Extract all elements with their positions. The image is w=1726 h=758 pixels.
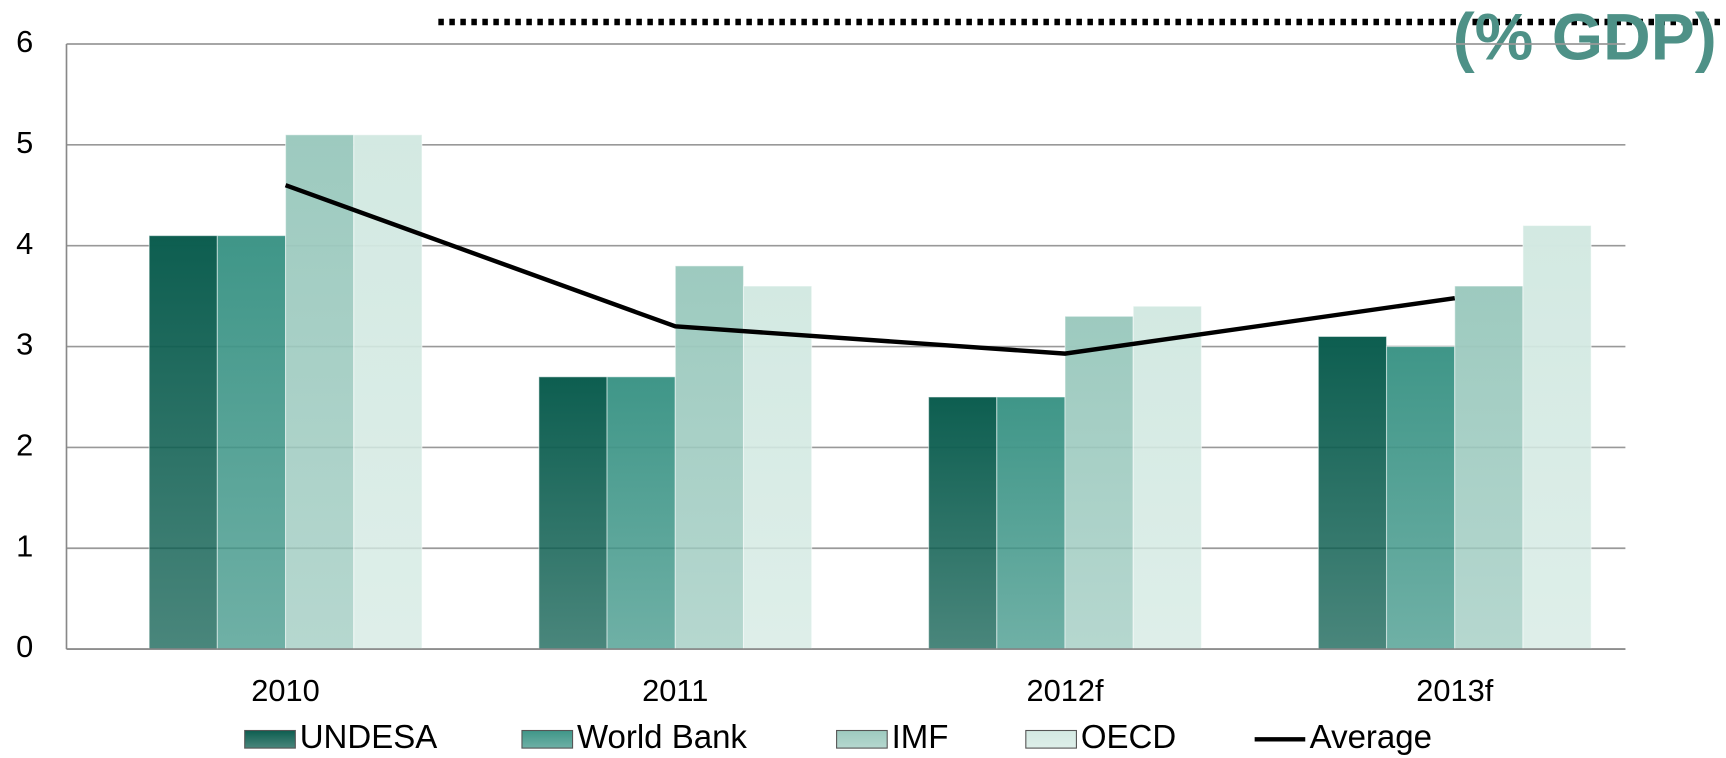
x-tick-label: 2010 <box>251 673 320 708</box>
bar <box>1385 345 1456 650</box>
bar <box>1522 224 1592 650</box>
x-tick-label: 2013f <box>1416 673 1494 708</box>
y-tick-label: 1 <box>16 528 33 563</box>
legend-label: World Bank <box>577 718 747 755</box>
legend-swatch <box>244 729 296 749</box>
bar <box>606 376 676 650</box>
bar <box>928 396 998 650</box>
bar <box>285 134 355 650</box>
x-tick-label: 2011 <box>642 673 708 708</box>
legend-swatch <box>836 729 888 749</box>
bar <box>1132 305 1202 650</box>
bar <box>538 376 608 650</box>
bar <box>1317 335 1388 650</box>
y-tick-label: 0 <box>16 629 33 664</box>
legend-label: UNDESA <box>300 718 438 755</box>
legend-swatch <box>521 729 574 749</box>
legend-label: OECD <box>1081 718 1176 755</box>
average-line <box>284 183 1456 356</box>
bar <box>996 396 1066 650</box>
y-tick-label: 6 <box>16 24 33 59</box>
bar <box>216 235 287 650</box>
bar <box>742 285 813 650</box>
bar <box>148 235 218 650</box>
chart-title: (% GDP) <box>1453 0 1717 73</box>
legend-swatch <box>1025 729 1077 749</box>
y-tick-label: 2 <box>16 428 33 463</box>
x-tick-label: 2012f <box>1026 673 1104 708</box>
legend-label: Average <box>1310 718 1432 755</box>
y-tick-label: 3 <box>16 327 33 362</box>
bar <box>674 265 745 650</box>
bar <box>1064 315 1134 650</box>
y-tick-label: 4 <box>16 226 33 261</box>
bar <box>1454 285 1524 650</box>
legend-label: IMF <box>892 718 949 755</box>
y-tick-label: 5 <box>16 125 33 160</box>
